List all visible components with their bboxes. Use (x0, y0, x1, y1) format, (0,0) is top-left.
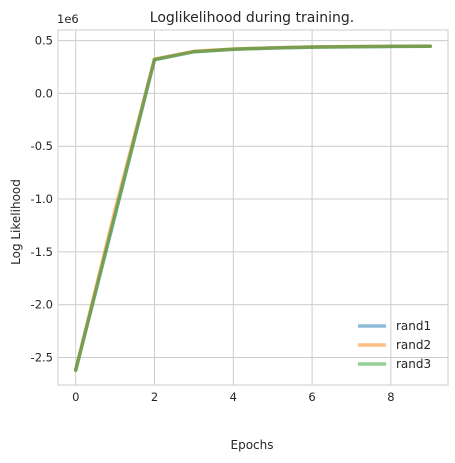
y-tick-label: 0.0 (35, 86, 53, 100)
y-tick-label: 0.5 (35, 34, 53, 48)
y-axis-ticks: 0.5 0.0 -0.5 -1.0 -1.5 -2.0 -2.5 (31, 34, 53, 365)
x-tick-label: 8 (387, 390, 394, 404)
series-line-rand3 (73, 44, 433, 372)
y-tick-label: -1.0 (31, 192, 53, 206)
x-tick-label: 6 (308, 390, 315, 404)
legend-label-rand2: rand2 (396, 338, 431, 352)
chart-title: Loglikelihood during training. (150, 10, 354, 26)
y-axis-label: Log Likelihood (9, 179, 23, 265)
y-tick-label: -0.5 (31, 139, 53, 153)
grid (58, 30, 448, 385)
x-tick-label: 4 (230, 390, 237, 404)
x-axis-ticks: 0 2 4 6 8 (72, 390, 394, 404)
series-lines (73, 44, 433, 372)
y-tick-label: -2.5 (31, 351, 53, 365)
y-tick-label: -2.0 (31, 298, 53, 312)
x-tick-label: 2 (151, 390, 158, 404)
legend-label-rand1: rand1 (396, 319, 431, 333)
x-tick-label: 0 (72, 390, 79, 404)
y-tick-label: -1.5 (31, 245, 53, 259)
legend: rand1 rand2 rand3 (358, 319, 431, 371)
x-axis-label: Epochs (231, 438, 274, 452)
y-axis-multiplier: 1e6 (57, 12, 79, 26)
legend-label-rand3: rand3 (396, 357, 431, 371)
